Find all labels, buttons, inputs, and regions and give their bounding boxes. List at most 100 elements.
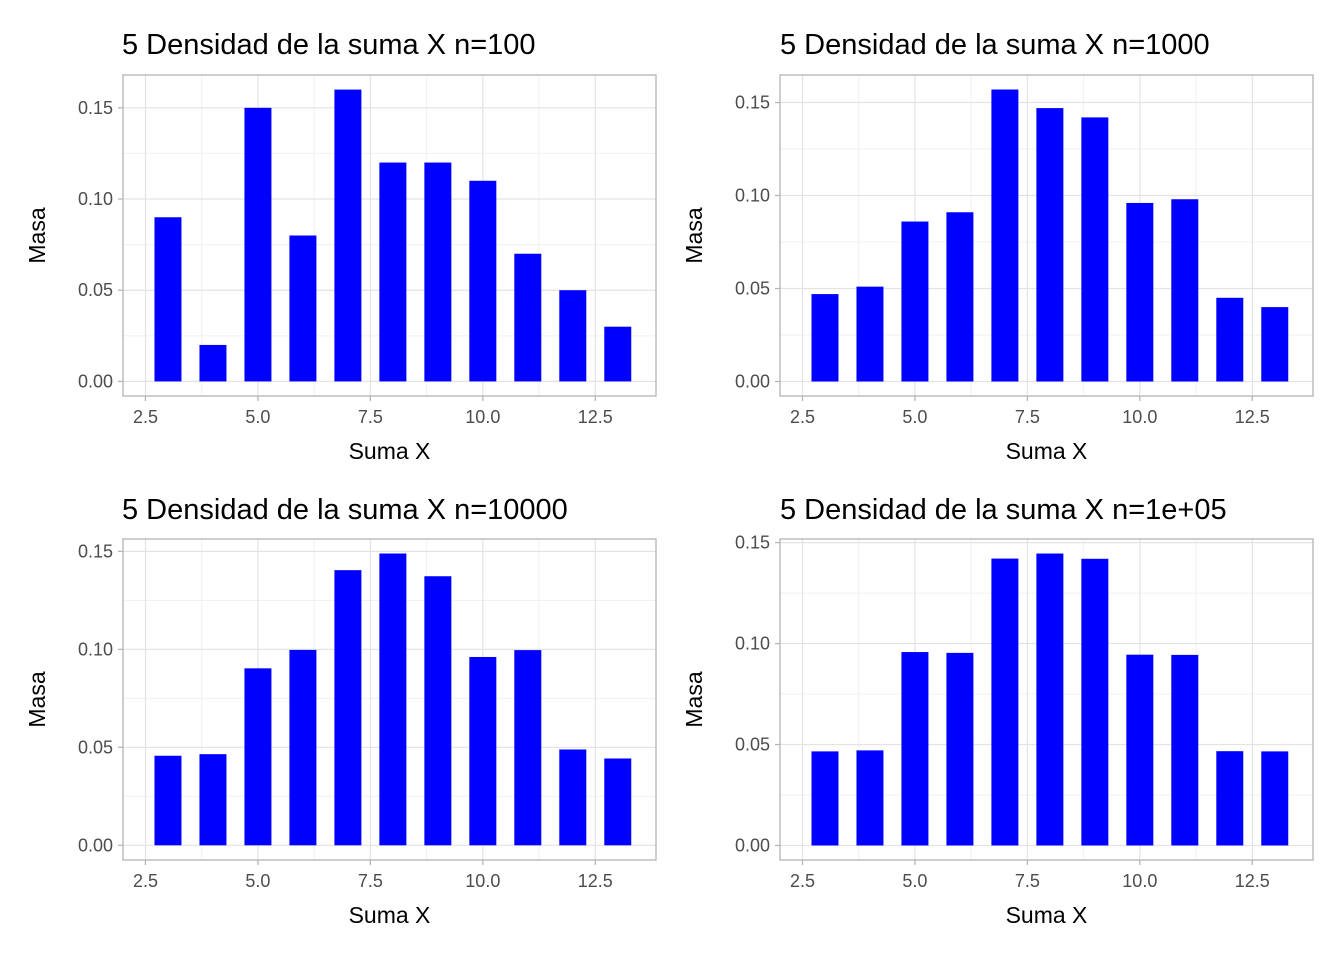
bar-x6	[946, 212, 974, 382]
y-tick-label: 0.05	[78, 737, 113, 757]
bar-x8	[379, 162, 407, 382]
panel-border	[122, 74, 657, 397]
bar-x7	[991, 558, 1019, 846]
x-tick-label: 2.5	[133, 407, 158, 427]
x-tick-label: 7.5	[358, 871, 383, 891]
x-tick-label: 12.5	[578, 407, 613, 427]
bar-x7	[991, 89, 1019, 382]
y-tick-label: 0.15	[78, 98, 113, 118]
y-tick-label: 0.15	[735, 93, 770, 113]
bar-x5	[244, 107, 272, 382]
bar-x10	[1126, 202, 1154, 382]
y-tick-label: 0.05	[735, 735, 770, 755]
x-axis-label: Suma X	[349, 902, 431, 928]
y-tick-label: 0.10	[78, 639, 113, 659]
bar-x13	[1261, 307, 1289, 382]
y-tick-label: 0.00	[78, 835, 113, 855]
bar-x3	[154, 755, 182, 846]
y-axis-label: Masa	[24, 671, 50, 727]
bar-x8	[379, 553, 407, 846]
x-tick-label: 12.5	[1235, 871, 1270, 891]
x-tick-label: 7.5	[1015, 871, 1040, 891]
x-tick-label: 5.0	[902, 871, 927, 891]
x-axis-label: Suma X	[1006, 902, 1088, 928]
y-tick-label: 0.00	[735, 835, 770, 855]
x-tick-label: 10.0	[465, 407, 500, 427]
bar-x13	[1261, 751, 1289, 846]
chart-title: 5 Densidad de la suma X n=10000	[122, 494, 568, 526]
bar-x6	[946, 652, 974, 846]
bar-x11	[1171, 199, 1199, 382]
bar-x9	[424, 162, 452, 382]
x-tick-label: 7.5	[1015, 407, 1040, 427]
x-tick-label: 12.5	[578, 871, 613, 891]
y-tick-label: 0.05	[735, 279, 770, 299]
x-tick-label: 10.0	[1122, 871, 1157, 891]
bar-x8	[1036, 108, 1064, 382]
panel-border	[779, 74, 1314, 397]
y-tick-label: 0.00	[735, 371, 770, 391]
bar-x3	[811, 751, 839, 846]
x-tick-label: 10.0	[1122, 407, 1157, 427]
y-axis-label: Masa	[681, 671, 707, 727]
x-tick-label: 5.0	[245, 407, 270, 427]
y-tick-label: 0.15	[78, 541, 113, 561]
chart-title: 5 Densidad de la suma X n=100	[122, 29, 536, 61]
x-tick-label: 10.0	[465, 871, 500, 891]
chart-title: 5 Densidad de la suma X n=1e+05	[780, 494, 1227, 526]
bar-x5	[901, 652, 929, 846]
bar-x12	[1216, 751, 1244, 846]
panel-border	[122, 538, 657, 861]
x-tick-label: 5.0	[245, 871, 270, 891]
x-tick-label: 7.5	[358, 407, 383, 427]
bar-x11	[514, 650, 542, 846]
y-tick-label: 0.05	[78, 280, 113, 300]
bar-x13	[604, 758, 632, 846]
bar-x6	[289, 235, 317, 382]
chart-panel-2: 2.5 5.0 7.5 10.0 12.5 0.00 0.05 0.10 0.15 5 Densi…	[681, 29, 1314, 464]
chart-panel-4: 2.5 5.0 7.5 10.0 12.5 0.00 0.05 0.10 0.15 5 Densi…	[681, 494, 1314, 928]
x-axis-label: Suma X	[1006, 438, 1088, 464]
x-tick-label: 2.5	[790, 871, 815, 891]
chart-panel-3: 2.5 5.0 7.5 10.0 12.5 0.00 0.05 0.10 0.15 5 Densi…	[24, 494, 657, 928]
bar-x12	[1216, 297, 1244, 382]
bar-x3	[811, 294, 839, 382]
bar-x5	[901, 221, 929, 382]
bar-x7	[334, 89, 362, 382]
y-tick-label: 0.15	[735, 533, 770, 553]
bar-x4	[856, 750, 884, 846]
bar-x11	[1171, 654, 1199, 846]
x-tick-label: 2.5	[133, 871, 158, 891]
bar-x10	[469, 656, 497, 846]
bar-x4	[199, 754, 227, 846]
bar-x4	[856, 286, 884, 382]
bar-x8	[1036, 553, 1064, 846]
bar-x9	[1081, 117, 1109, 382]
x-tick-label: 5.0	[902, 407, 927, 427]
panel-border	[779, 538, 1314, 861]
y-axis-label: Masa	[681, 207, 707, 263]
bar-x4	[199, 344, 227, 382]
x-tick-label: 2.5	[790, 407, 815, 427]
x-axis-label: Suma X	[349, 438, 431, 464]
bar-x11	[514, 253, 542, 382]
bar-x7	[334, 570, 362, 846]
bar-x9	[1081, 558, 1109, 846]
bar-x9	[424, 576, 452, 846]
bar-x6	[289, 649, 317, 846]
bar-x10	[469, 180, 497, 382]
bar-x12	[559, 749, 587, 846]
bar-x5	[244, 668, 272, 846]
bar-x13	[604, 326, 632, 382]
y-axis-label: Masa	[24, 207, 50, 263]
y-tick-label: 0.10	[735, 634, 770, 654]
chart-panel-1: 2.5 5.0 7.5 10.0 12.5 0.00 0.05 0.10 0.15 5 Densi…	[24, 29, 657, 464]
chart-title: 5 Densidad de la suma X n=1000	[780, 29, 1210, 61]
bar-x12	[559, 290, 587, 382]
y-tick-label: 0.10	[735, 186, 770, 206]
bar-x3	[154, 217, 182, 382]
x-tick-label: 12.5	[1235, 407, 1270, 427]
y-tick-label: 0.10	[78, 189, 113, 209]
bar-x10	[1126, 654, 1154, 846]
